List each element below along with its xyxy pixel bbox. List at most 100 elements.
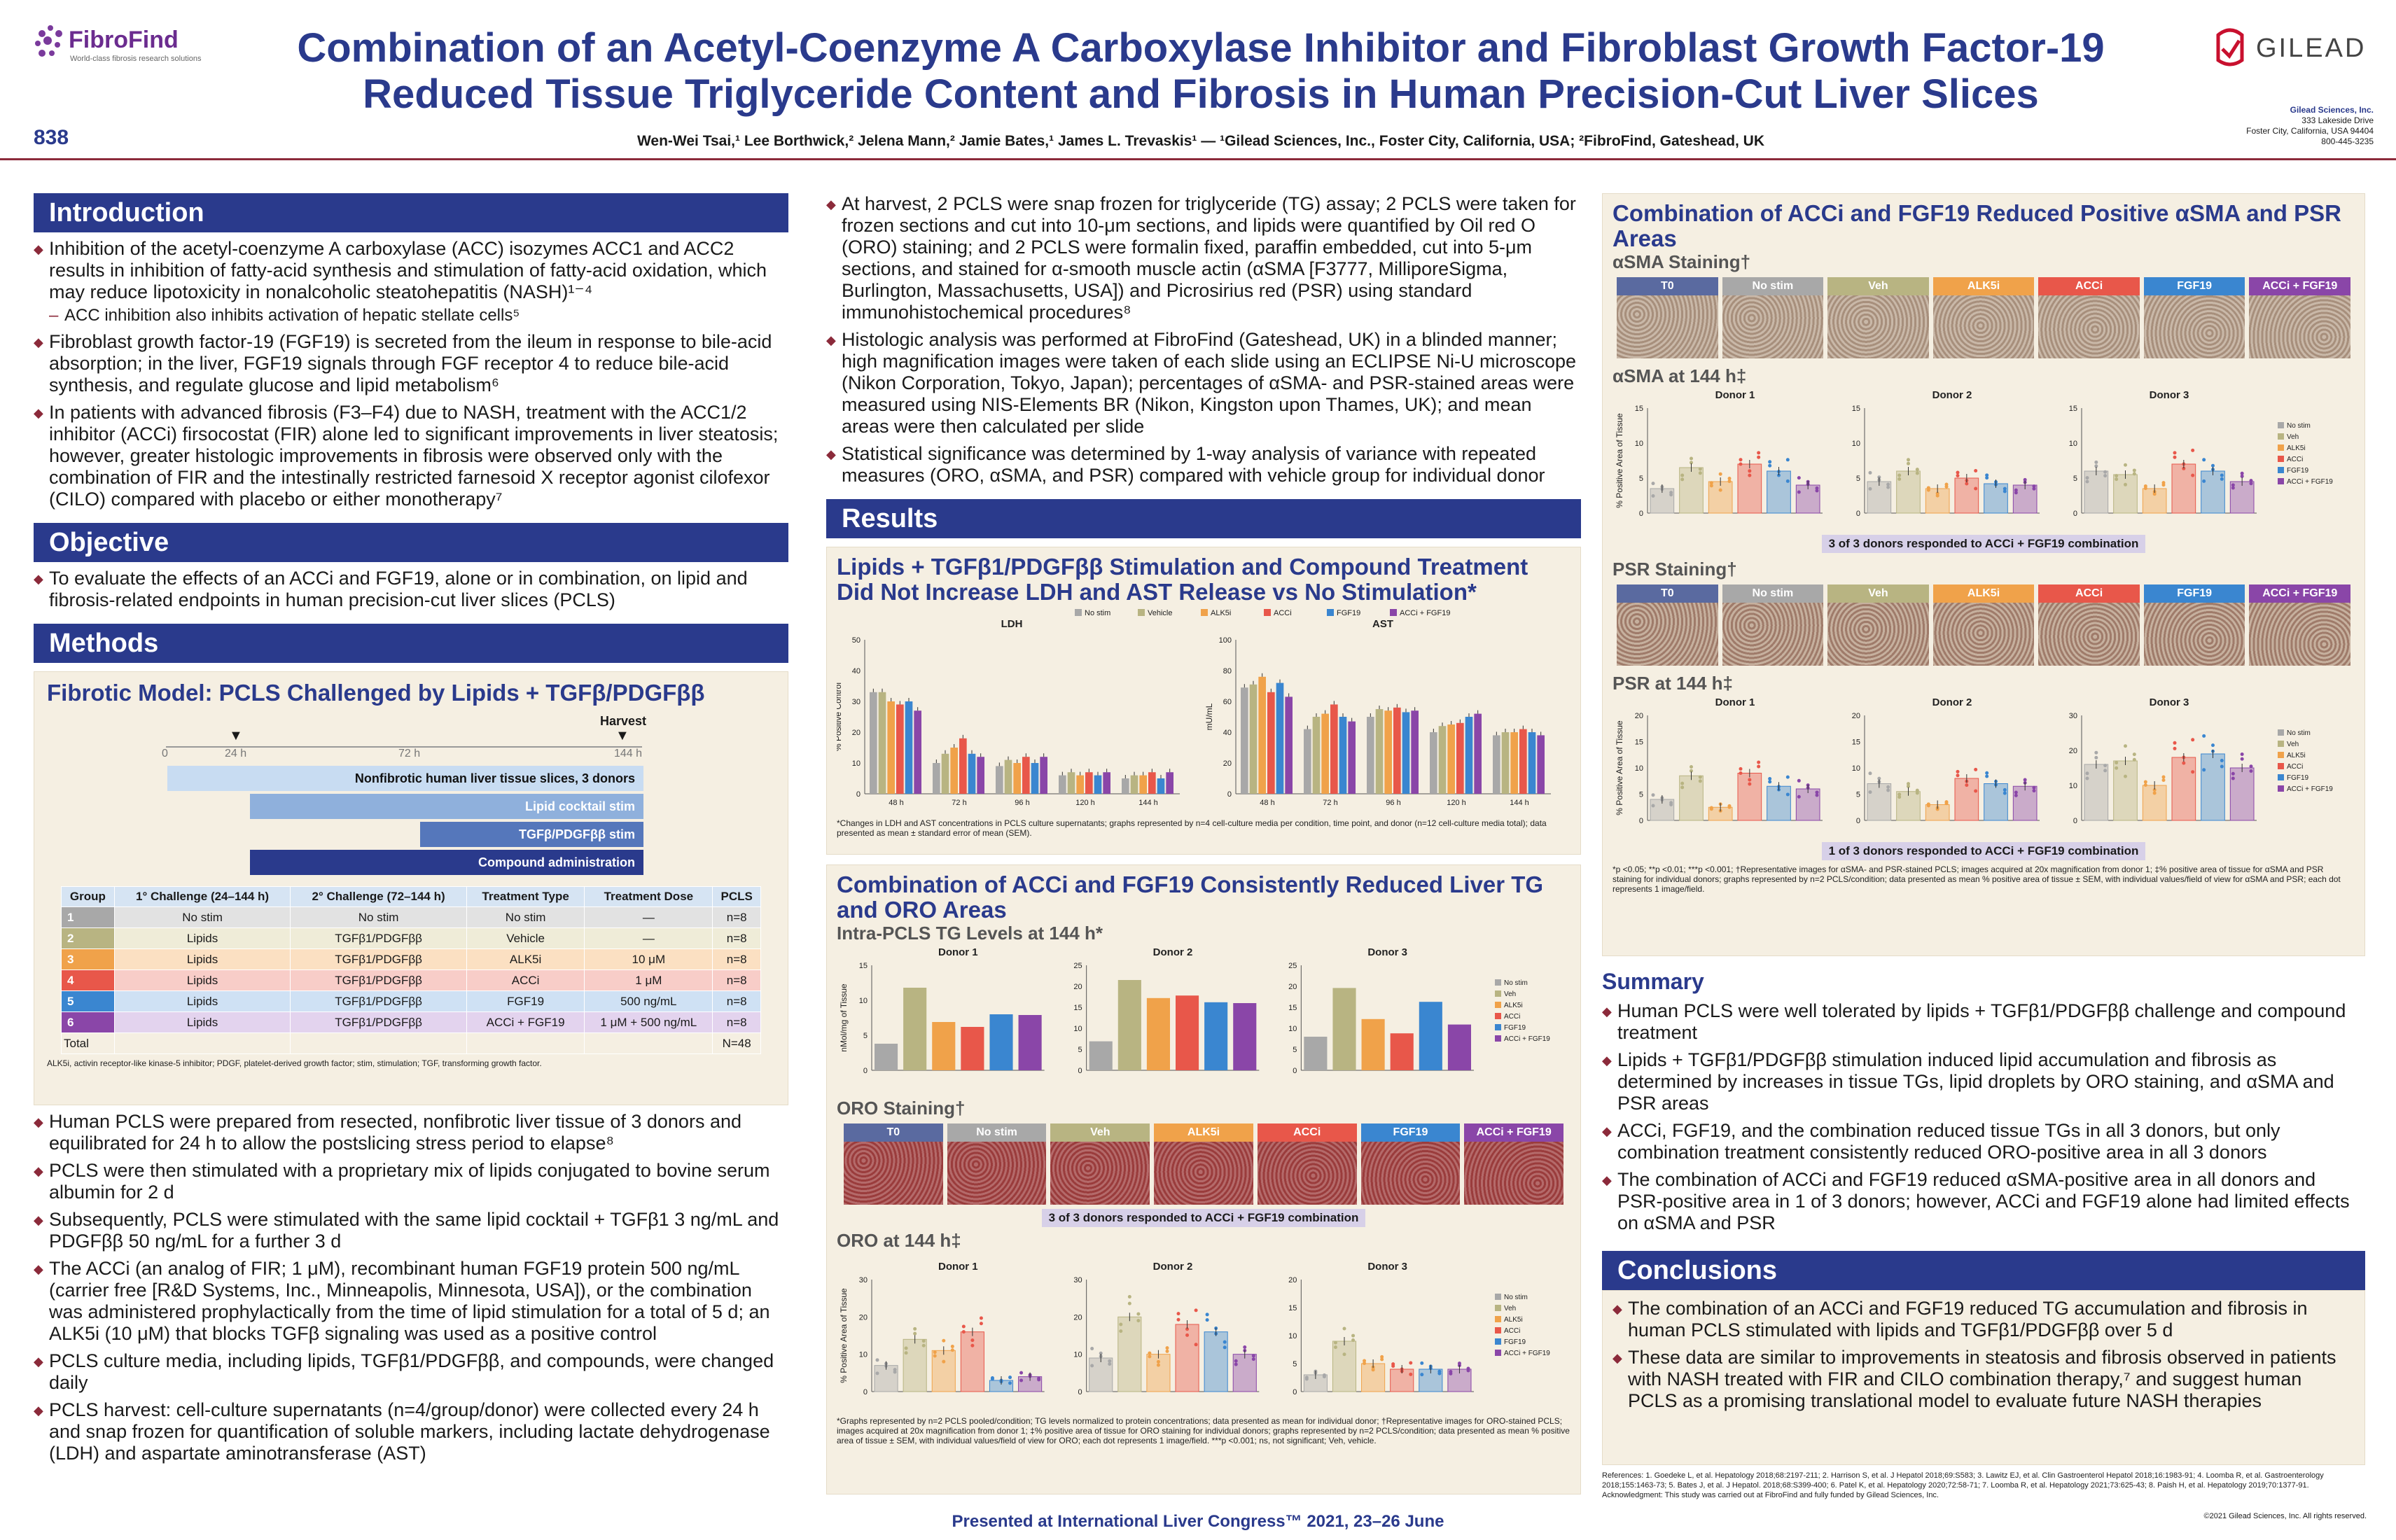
psr-dot bbox=[1985, 774, 1989, 778]
intro-bullet-3: In patients with advanced fibrosis (F3–F… bbox=[34, 402, 788, 510]
ast-bar bbox=[1285, 696, 1293, 794]
asma-dot bbox=[2124, 463, 2127, 467]
asma-dot bbox=[2220, 473, 2224, 477]
oro-dot bbox=[970, 1343, 975, 1348]
asma-at-label: αSMA at 144 h‡ bbox=[1613, 365, 1747, 386]
tg-ylabel: nMol/mg of Tissue bbox=[839, 983, 849, 1052]
tg-donor-1: Donor 1 nMol/mg of Tissue 0 5 10 15 bbox=[839, 946, 1045, 1075]
image-label: Veh bbox=[1827, 584, 1929, 603]
oro-dot bbox=[913, 1326, 917, 1331]
th-challenge-2: 2° Challenge (72–144 h) bbox=[290, 886, 467, 907]
ldh-bar bbox=[959, 738, 967, 794]
legend-swatch bbox=[1495, 1338, 1501, 1345]
tg-bar bbox=[989, 1014, 1013, 1070]
gilead-logo: GILEAD bbox=[2213, 28, 2374, 70]
psr-dot bbox=[2161, 778, 2166, 782]
legend-label: No stim bbox=[2287, 422, 2311, 430]
tg-bar bbox=[961, 1027, 984, 1070]
ldh-bar bbox=[905, 701, 913, 794]
asma-dot bbox=[1718, 488, 1722, 492]
asma-dot bbox=[2094, 460, 2098, 464]
group-number: 5 bbox=[61, 990, 115, 1012]
conclusions-heading: Conclusions bbox=[1602, 1251, 2365, 1290]
oro-dot bbox=[1156, 1363, 1160, 1367]
objective-bullet-1: To evaluate the effects of an ACCi and F… bbox=[34, 568, 788, 611]
ast-xtick: 48 h bbox=[1260, 799, 1274, 807]
asma-response-banner: 3 of 3 donors responded to ACCi + FGF19 … bbox=[1821, 535, 2146, 553]
psr-dot bbox=[2014, 793, 2018, 797]
legend-label: Veh bbox=[2287, 433, 2299, 441]
psr-dot bbox=[1907, 784, 1910, 788]
psr-dot bbox=[1698, 779, 1702, 783]
ldh-bar bbox=[933, 763, 940, 794]
asma-donor-title: Donor 1 bbox=[1715, 389, 1755, 401]
ldh-bar bbox=[1022, 757, 1030, 794]
psr-bar bbox=[2229, 767, 2255, 821]
histology-image bbox=[1154, 1142, 1253, 1205]
table-cell: ALK5i bbox=[466, 948, 585, 970]
table-cell: 1 μM + 500 ng/mL bbox=[584, 1011, 713, 1033]
asma-image-strip: T0 No stim Veh ALK5i ACCi FGF19 ACCi + FGF19 bbox=[1617, 277, 2351, 358]
psr-dot bbox=[2152, 791, 2157, 795]
asma-donor-title: Donor 2 bbox=[1932, 389, 1972, 401]
legend-swatch bbox=[1390, 609, 1397, 616]
oro-donor-title: Donor 2 bbox=[1153, 1261, 1193, 1273]
image-label: ACCi bbox=[2038, 277, 2140, 295]
oro-dot bbox=[942, 1338, 946, 1343]
psr-dot bbox=[2191, 770, 2195, 774]
ldh-ylabel: % Positive Control bbox=[837, 682, 843, 751]
ldh-bar bbox=[1013, 763, 1021, 794]
psr-dot bbox=[1698, 775, 1702, 779]
ldh-bar bbox=[870, 692, 877, 794]
psr-dot bbox=[1886, 785, 1890, 789]
asma-donor-3: Donor 3 0 5 10 15 bbox=[2069, 389, 2257, 518]
ast-bar bbox=[1249, 684, 1258, 794]
psr-dot bbox=[1797, 794, 1801, 799]
asma-psr-title: Combination of ACCi and FGF19 Reduced Po… bbox=[1613, 200, 2341, 251]
methods-bullet-1: Human PCLS were prepared from resected, … bbox=[34, 1111, 788, 1154]
table-cell: ACCi bbox=[466, 969, 585, 991]
legend-swatch bbox=[1495, 1002, 1501, 1008]
tg-ytick: 15 bbox=[1288, 1004, 1297, 1012]
table-row: 1 No stim No stim No stim — n=8 bbox=[61, 906, 761, 928]
tg-bar bbox=[1419, 1002, 1442, 1070]
oro-ytick: 15 bbox=[1288, 1304, 1297, 1312]
oro-image-t0: T0 bbox=[844, 1124, 943, 1205]
asma-dot bbox=[1915, 471, 1919, 475]
oro-dot bbox=[1322, 1375, 1326, 1379]
asma-dot bbox=[1956, 470, 1960, 475]
psr-dot bbox=[1709, 807, 1713, 811]
oro-dot bbox=[875, 1371, 879, 1376]
column-1: Introduction Inhibition of the acetyl-co… bbox=[34, 193, 788, 1502]
asma-dot bbox=[2152, 492, 2157, 496]
tg-donor-2: Donor 2 0 5 10 15 20 25 bbox=[1073, 946, 1260, 1075]
psr-dot bbox=[2103, 769, 2108, 773]
psr-dot bbox=[2231, 771, 2235, 776]
oro-dot bbox=[1243, 1345, 1247, 1350]
legend-label: Veh bbox=[1504, 990, 1516, 998]
ldh-bar bbox=[1085, 772, 1093, 794]
psr-image-veh: Veh bbox=[1827, 584, 1929, 666]
histology-image bbox=[1360, 1142, 1461, 1205]
psr-dot bbox=[2161, 775, 2166, 779]
asma-dot bbox=[1935, 493, 1939, 498]
psr-dot bbox=[1965, 783, 1969, 788]
tg-oro-panel: Combination of ACCi and FGF19 Consistent… bbox=[826, 864, 1581, 1494]
oro-dot bbox=[961, 1324, 966, 1329]
ast-bar bbox=[1510, 732, 1518, 794]
ldh-ytick: 20 bbox=[852, 729, 861, 737]
legend-label: No stim bbox=[1504, 979, 1528, 987]
oro-dot bbox=[893, 1370, 897, 1374]
oro-dot bbox=[1008, 1376, 1012, 1380]
asma-dot bbox=[1797, 490, 1801, 494]
oro-dot bbox=[913, 1331, 917, 1336]
histology-image bbox=[1464, 1142, 1564, 1205]
oro-dot bbox=[1090, 1347, 1094, 1351]
oro-dot bbox=[1466, 1368, 1470, 1373]
table-cell: n=8 bbox=[712, 990, 761, 1012]
table-cell: n=8 bbox=[712, 948, 761, 970]
gilead-addr-line4: 800-445-3235 bbox=[2321, 136, 2374, 146]
asma-image-veh: Veh bbox=[1827, 277, 1929, 358]
oro-dot bbox=[1119, 1329, 1123, 1334]
ast-ylabel: mU/mL bbox=[1204, 703, 1214, 730]
